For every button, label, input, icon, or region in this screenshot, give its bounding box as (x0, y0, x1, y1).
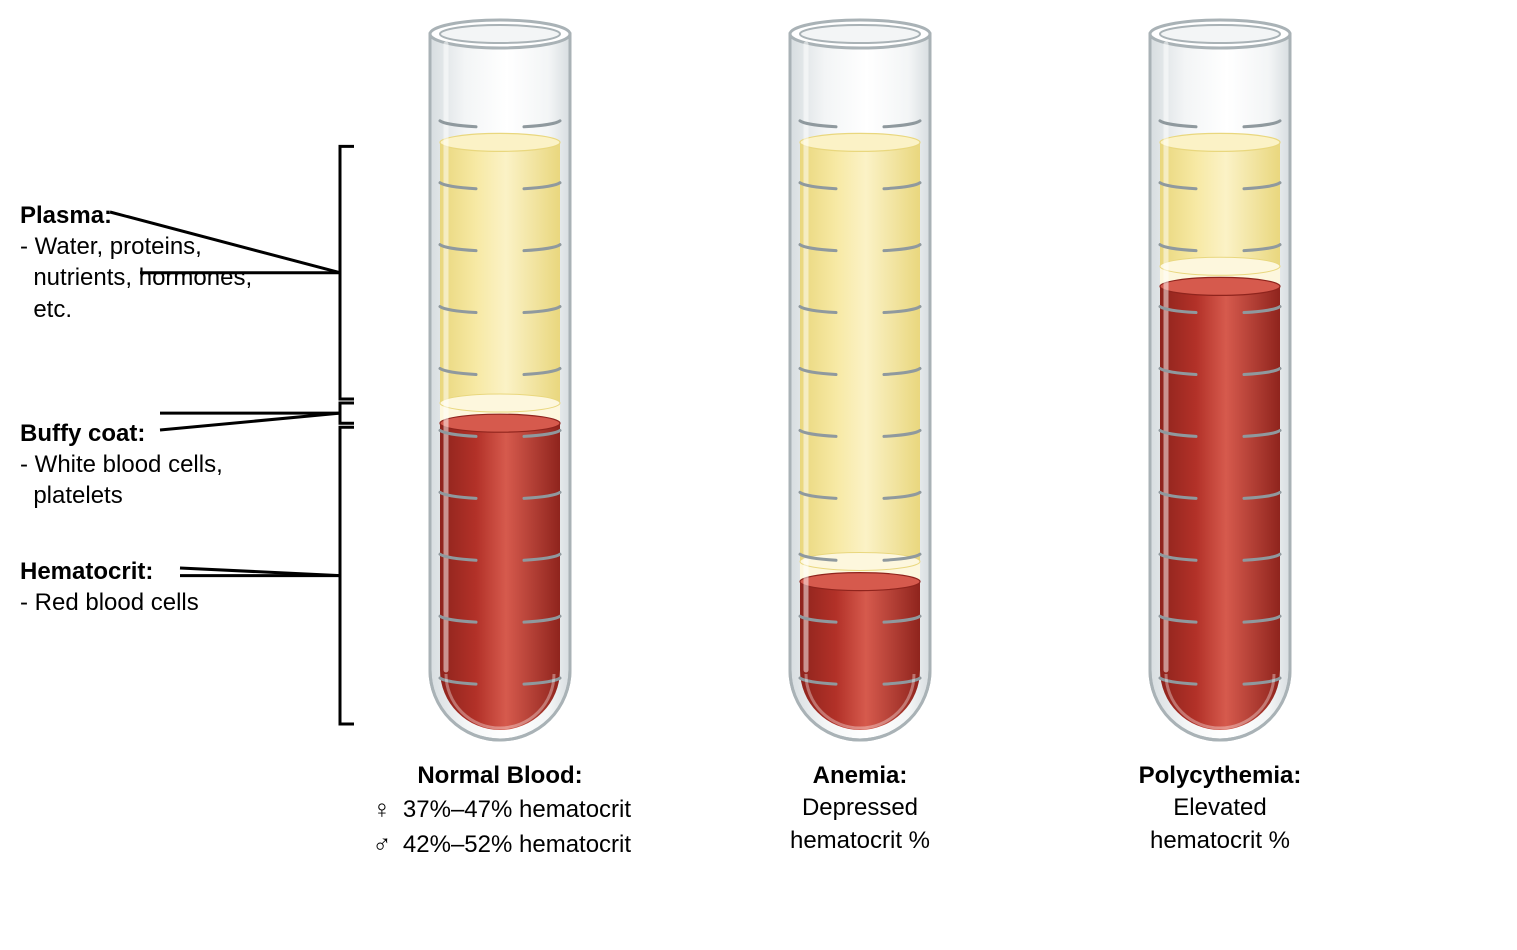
caption-polycythemia-line: hematocrit % (1060, 825, 1380, 857)
label-buffy-title: Buffy coat: (20, 418, 223, 449)
female-symbol-icon: ♀ (369, 792, 395, 827)
caption-polycythemia: Polycythemia:Elevatedhematocrit % (1060, 760, 1380, 857)
label-plasma-line: nutrients, hormones, (20, 262, 252, 293)
label-plasma-title: Plasma: (20, 200, 252, 231)
caption-normal-title: Normal Blood: (340, 760, 660, 792)
label-hematocrit: Hematocrit:- Red blood cells (20, 556, 199, 618)
label-buffy-line: - White blood cells, (20, 449, 223, 480)
caption-polycythemia-title: Polycythemia: (1060, 760, 1380, 792)
diagram-stage: Plasma:- Water, proteins, nutrients, hor… (0, 0, 1517, 950)
label-plasma-line: - Water, proteins, (20, 231, 252, 262)
caption-normal-gender-text: 42%–52% hematocrit (403, 829, 631, 861)
caption-anemia-title: Anemia: (700, 760, 1020, 792)
label-plasma-line: etc. (20, 294, 252, 325)
caption-normal-gender-text: 37%–47% hematocrit (403, 794, 631, 826)
caption-normal-gender-row: ♂42%–52% hematocrit (340, 827, 660, 862)
label-hematocrit-title: Hematocrit: (20, 556, 199, 587)
label-buffy-line: platelets (20, 480, 223, 511)
caption-anemia-line: hematocrit % (700, 825, 1020, 857)
label-hematocrit-line: - Red blood cells (20, 587, 199, 618)
caption-anemia-line: Depressed (700, 792, 1020, 824)
caption-normal: Normal Blood:♀37%–47% hematocrit♂42%–52%… (340, 760, 660, 863)
label-buffy: Buffy coat:- White blood cells, platelet… (20, 418, 223, 512)
caption-normal-gender-row: ♀37%–47% hematocrit (340, 792, 660, 827)
caption-anemia: Anemia:Depressedhematocrit % (700, 760, 1020, 857)
male-symbol-icon: ♂ (369, 827, 395, 862)
caption-polycythemia-line: Elevated (1060, 792, 1380, 824)
label-plasma: Plasma:- Water, proteins, nutrients, hor… (20, 200, 252, 325)
